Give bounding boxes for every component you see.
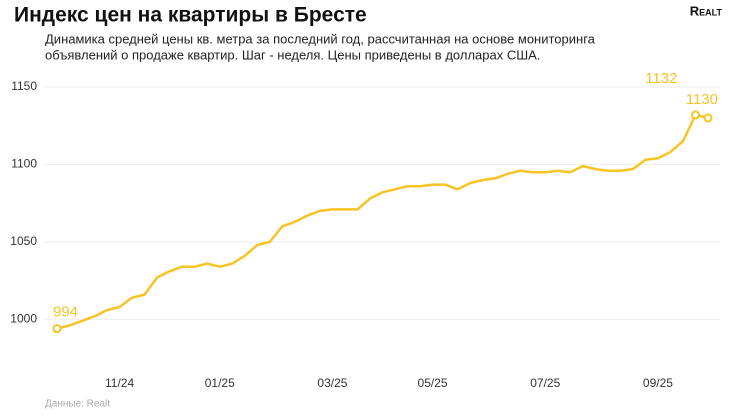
point [703,113,713,123]
x-tick-label: 01/25 [205,376,235,390]
x-tick-label: 09/25 [643,376,673,390]
point [690,110,700,120]
chart-title: Индекс цен на квартиры в Бресте [14,4,367,27]
line [56,113,709,330]
value-label: 1132 [645,70,677,87]
value-label: 1130 [686,91,718,108]
x-tick-label: 11/24 [105,376,134,390]
subtitle-line: объявлений о продаже квартир. Шаг - неде… [45,47,540,62]
y-tick-label: 1000 [10,312,37,326]
y-tick-label: 1150 [11,79,37,93]
x-tick-label: 05/25 [418,376,448,390]
logo: Realt [690,3,723,18]
source: Данные: Realt [45,399,110,410]
value-label: 994 [53,304,78,321]
x-tick-label: 07/25 [530,376,560,390]
subtitle-line: Динамика средней цены кв. метра за после… [45,31,596,46]
x-tick-label: 03/25 [317,376,347,390]
y-tick-label: 1100 [11,157,37,171]
y-tick-label: 1050 [10,234,37,248]
point [52,324,62,334]
